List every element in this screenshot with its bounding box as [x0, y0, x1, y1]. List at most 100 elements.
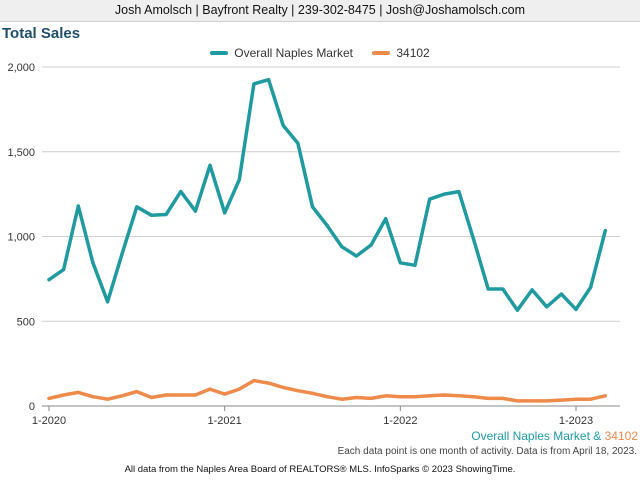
- legend-swatch-34102: [372, 51, 391, 55]
- data-point-34102: [47, 396, 51, 400]
- legend-item-overall: Overall Naples Market: [210, 46, 353, 60]
- x-tick-label: 1-2020: [32, 415, 66, 427]
- data-point-overall: [603, 228, 607, 233]
- y-tick-label: 1,500: [7, 147, 35, 159]
- data-point-34102: [252, 378, 256, 383]
- data-point-overall: [310, 205, 315, 209]
- data-point-34102: [164, 393, 168, 397]
- caption-series-34102: 34102: [604, 429, 638, 443]
- x-tick-label: 1-2021: [208, 415, 242, 427]
- data-point-34102: [384, 394, 388, 398]
- data-point-34102: [179, 393, 183, 397]
- data-point-34102: [62, 393, 66, 397]
- data-point-overall: [457, 189, 461, 194]
- data-point-34102: [325, 395, 329, 399]
- data-point-34102: [530, 399, 534, 403]
- data-point-34102: [515, 399, 520, 403]
- data-point-34102: [398, 395, 402, 399]
- data-point-34102: [105, 397, 110, 401]
- data-point-34102: [545, 399, 549, 403]
- data-point-overall: [574, 307, 578, 311]
- data-point-34102: [501, 396, 505, 400]
- data-point-overall: [340, 245, 344, 249]
- data-point-34102: [135, 389, 139, 394]
- data-point-34102: [310, 391, 315, 395]
- data-point-overall: [223, 211, 227, 215]
- series-line-overall-naples-market: [47, 77, 608, 312]
- data-point-overall: [428, 197, 432, 201]
- legend-swatch-overall: [210, 51, 229, 55]
- data-point-overall: [398, 261, 402, 265]
- legend-label-34102: 34102: [396, 46, 430, 60]
- data-point-overall: [62, 267, 66, 272]
- data-point-34102: [266, 381, 271, 385]
- data-point-34102: [208, 387, 212, 391]
- data-point-overall: [105, 300, 110, 304]
- data-point-overall: [149, 213, 154, 217]
- x-tick-label: 1-2023: [559, 415, 593, 427]
- data-point-34102: [471, 395, 476, 399]
- data-point-34102: [369, 396, 373, 400]
- footer-credit: All data from the Naples Area Board of R…: [124, 464, 516, 475]
- data-point-34102: [296, 389, 300, 393]
- data-point-overall: [530, 288, 534, 292]
- data-point-overall: [47, 278, 51, 282]
- data-point-34102: [223, 392, 227, 396]
- data-point-34102: [486, 396, 490, 400]
- data-point-overall: [252, 82, 256, 86]
- series-caption: Overall Naples Market & 34102: [471, 429, 638, 443]
- y-tick-label: 0: [29, 401, 35, 413]
- data-point-overall: [296, 141, 300, 145]
- data-point-overall: [193, 209, 197, 213]
- data-point-34102: [193, 393, 197, 397]
- data-point-overall: [76, 204, 80, 208]
- data-point-34102: [149, 395, 154, 400]
- data-point-34102: [413, 395, 417, 399]
- chart-title: Total Sales: [2, 25, 81, 42]
- data-point-overall: [354, 254, 359, 258]
- data-point-overall: [413, 263, 417, 267]
- data-point-34102: [442, 393, 446, 397]
- contact-header-bar: Josh Amolsch | Bayfront Realty | 239-302…: [0, 0, 640, 22]
- data-point-overall: [91, 261, 95, 265]
- y-tick-label: 1,000: [7, 232, 35, 244]
- data-note: Each data point is one month of activity…: [337, 446, 637, 457]
- data-point-34102: [559, 398, 563, 402]
- data-point-34102: [281, 385, 285, 389]
- data-point-34102: [76, 390, 80, 395]
- legend-item-34102: 34102: [372, 46, 430, 60]
- data-point-overall: [559, 292, 563, 296]
- data-point-overall: [266, 78, 271, 82]
- data-point-34102: [603, 394, 607, 398]
- x-tick-label: 1-2022: [383, 415, 417, 427]
- data-point-overall: [179, 189, 183, 194]
- y-tick-label: 2,000: [7, 62, 35, 74]
- data-point-overall: [281, 123, 285, 128]
- data-point-34102: [237, 387, 241, 391]
- data-point-34102: [120, 394, 124, 398]
- data-point-overall: [384, 217, 388, 221]
- data-point-overall: [208, 163, 212, 167]
- data-point-34102: [574, 397, 578, 401]
- data-point-overall: [545, 305, 549, 309]
- chart-legend: Overall Naples Market 34102: [0, 44, 640, 60]
- data-point-34102: [589, 397, 593, 401]
- caption-ampersand: &: [589, 429, 605, 443]
- data-point-overall: [589, 285, 593, 289]
- data-point-34102: [340, 397, 344, 401]
- data-point-overall: [237, 178, 241, 182]
- data-point-34102: [457, 394, 461, 398]
- data-point-overall: [164, 212, 168, 217]
- data-point-34102: [354, 395, 359, 400]
- data-point-overall: [486, 287, 490, 291]
- contact-text: Josh Amolsch | Bayfront Realty | 239-302…: [114, 3, 526, 17]
- data-point-34102: [91, 395, 95, 399]
- data-point-overall: [442, 192, 446, 196]
- caption-series-overall: Overall Naples Market: [471, 429, 590, 443]
- data-point-overall: [120, 251, 124, 256]
- data-point-overall: [471, 237, 476, 241]
- data-point-overall: [501, 287, 505, 291]
- data-point-overall: [325, 223, 329, 228]
- y-tick-label: 500: [17, 316, 35, 328]
